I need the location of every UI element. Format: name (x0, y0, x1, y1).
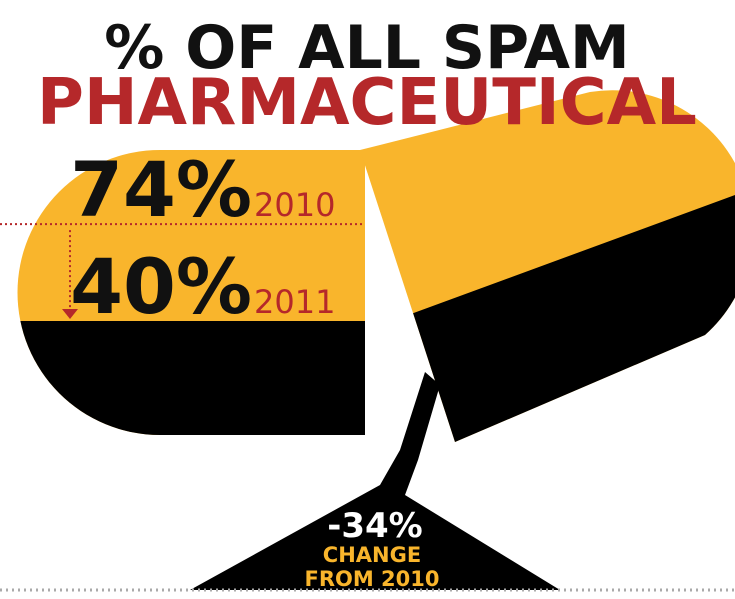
value-label: 40% (70, 242, 252, 331)
pill (0, 90, 735, 590)
change-note: CHANGE (323, 543, 421, 567)
level-2011 (17, 321, 365, 435)
spill-stream (190, 372, 560, 590)
value-label: 74% (70, 145, 252, 234)
year-label: 2010 (254, 186, 335, 224)
subtitle: PHARMACEUTICAL (37, 66, 697, 140)
change-label: -34% (327, 506, 423, 546)
title: % OF ALL SPAM (104, 13, 630, 83)
year-label: 2011 (254, 283, 335, 321)
change-note: FROM 2010 (304, 567, 439, 591)
arrow-head (62, 309, 78, 319)
